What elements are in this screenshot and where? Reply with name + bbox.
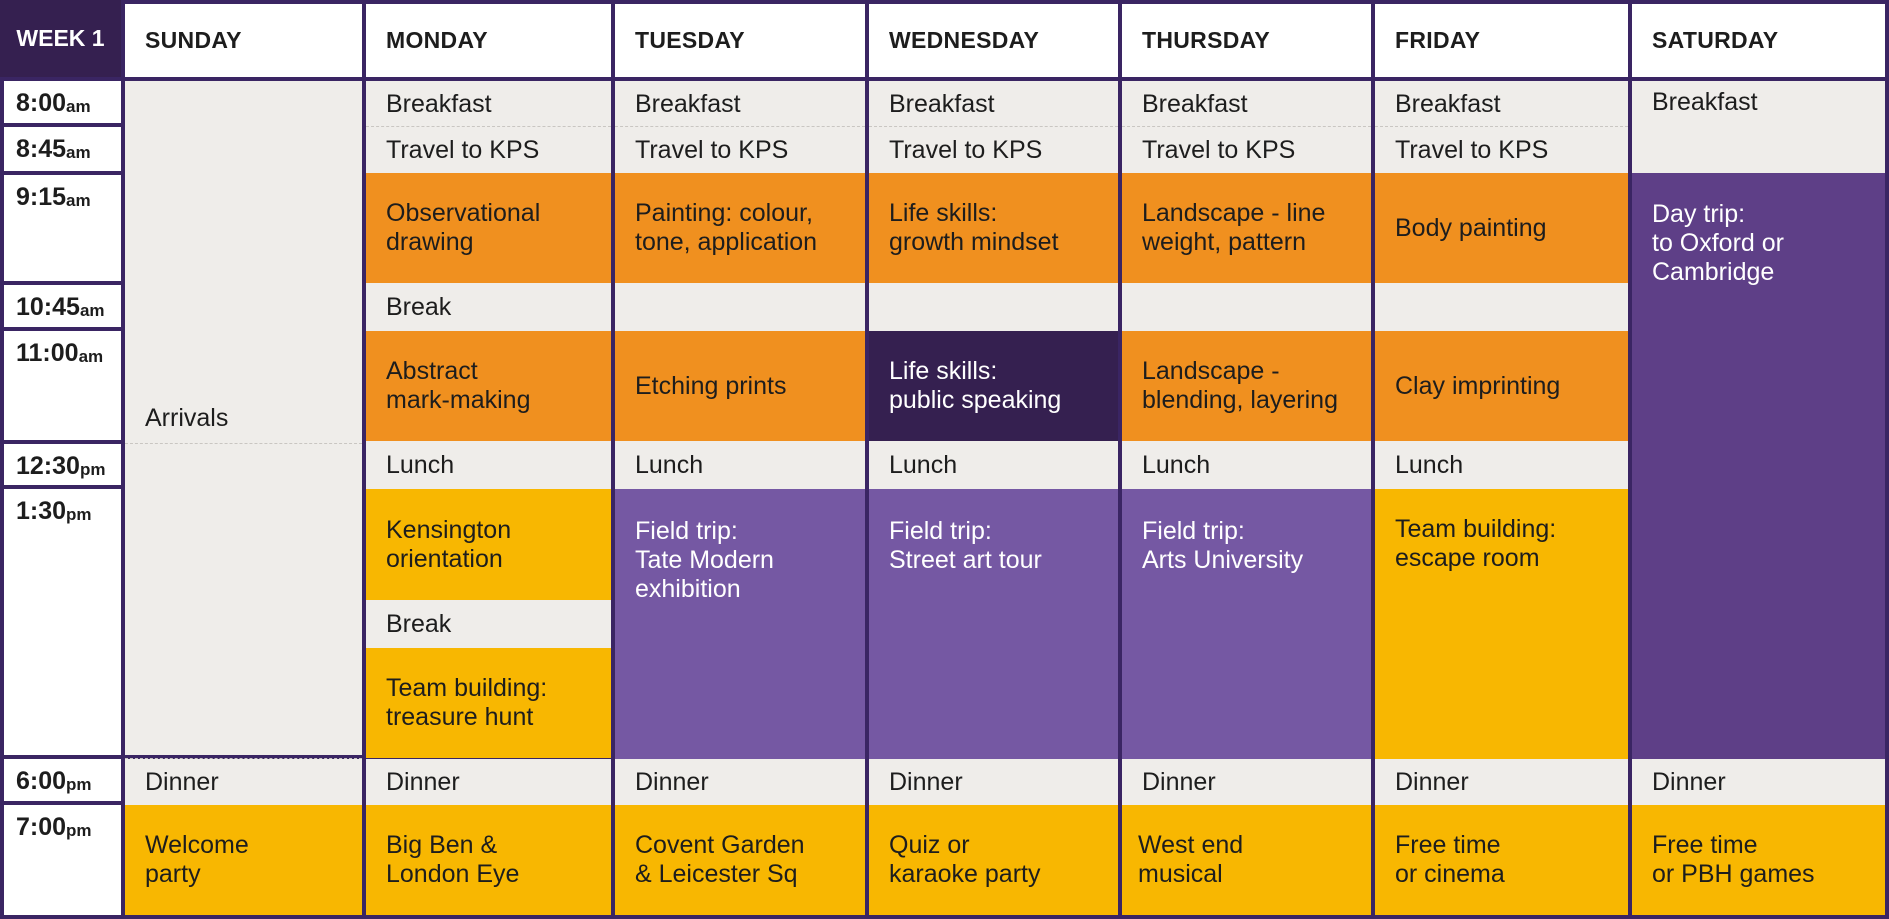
time-hour: 10:45 <box>16 293 80 321</box>
thursday-breakfast: Breakfast <box>1122 81 1371 127</box>
time-hour: 12:30 <box>16 452 80 480</box>
time-hour: 1:30 <box>16 497 67 525</box>
header-tuesday: TUESDAY <box>615 4 865 77</box>
time-slot: 12:30 pm <box>4 444 121 485</box>
tuesday-afternoon: Field trip: Tate Modern exhibition <box>615 489 865 759</box>
thursday-evening: West end musical <box>1122 805 1371 915</box>
wednesday-dinner: Dinner <box>869 759 1118 805</box>
monday-afternoon: Kensington orientation <box>366 489 611 600</box>
wednesday-breakfast: Breakfast <box>869 81 1118 127</box>
thursday-break <box>1122 283 1371 331</box>
wednesday-evening: Quiz or karaoke party <box>869 805 1118 915</box>
monday-morning: Observational drawing <box>366 173 611 283</box>
time-ampm: am <box>79 301 105 320</box>
wednesday-late-morning: Life skills: public speaking <box>869 331 1118 441</box>
header-thursday: THURSDAY <box>1122 4 1371 77</box>
header-monday: MONDAY <box>366 4 611 77</box>
thursday-morning: Landscape - line weight, pattern <box>1122 173 1371 283</box>
saturday-day-trip: Day trip: to Oxford or Cambridge <box>1632 173 1885 759</box>
time-ampm: pm <box>66 775 92 794</box>
time-ampm: am <box>78 347 104 366</box>
tuesday-dinner: Dinner <box>615 759 865 805</box>
header-friday: FRIDAY <box>1375 4 1628 77</box>
thursday-dinner: Dinner <box>1122 759 1371 805</box>
friday-travel: Travel to KPS <box>1375 127 1628 173</box>
time-ampm: pm <box>79 460 106 479</box>
time-slot: 10:45 am <box>4 285 121 327</box>
friday-break <box>1375 283 1628 331</box>
sunday-evening: Welcome party <box>125 805 362 915</box>
time-ampm: am <box>66 97 91 116</box>
saturday-breakfast: Breakfast <box>1632 81 1885 173</box>
friday-late-morning: Clay imprinting <box>1375 331 1628 441</box>
monday-break: Break <box>366 600 611 648</box>
time-hour: 8:45 <box>16 135 67 163</box>
tuesday-morning: Painting: colour, tone, application <box>615 173 865 283</box>
monday-lunch: Lunch <box>366 441 611 489</box>
wednesday-morning: Life skills: growth mindset <box>869 173 1118 283</box>
monday-breakfast: Breakfast <box>366 81 611 127</box>
thursday-late-morning: Landscape - blending, layering <box>1122 331 1371 441</box>
row-divider <box>125 443 362 444</box>
header-wednesday: WEDNESDAY <box>869 4 1118 77</box>
wednesday-afternoon: Field trip: Street art tour <box>869 489 1118 759</box>
saturday-dinner: Dinner <box>1632 759 1885 805</box>
friday-evening: Free time or cinema <box>1375 805 1628 915</box>
sunday-dinner: Dinner <box>125 759 362 805</box>
wednesday-break <box>869 283 1118 331</box>
time-ampm: pm <box>66 505 92 524</box>
time-slot: 11:00 am <box>4 331 121 440</box>
thursday-lunch: Lunch <box>1122 441 1371 489</box>
friday-lunch: Lunch <box>1375 441 1628 489</box>
thursday-travel: Travel to KPS <box>1122 127 1371 173</box>
time-slot: 1:30 pm <box>4 489 121 755</box>
time-slot: 9:15 am <box>4 175 121 281</box>
monday-evening: Big Ben & London Eye <box>366 805 611 915</box>
time-hour: 8:00 <box>16 89 67 117</box>
row-divider <box>615 126 865 127</box>
time-slot: 7:00 pm <box>4 805 121 915</box>
friday-morning: Body painting <box>1375 173 1628 283</box>
row-divider <box>869 126 1118 127</box>
thursday-afternoon: Field trip: Arts University <box>1122 489 1371 759</box>
tuesday-evening: Covent Garden & Leicester Sq <box>615 805 865 915</box>
friday-dinner: Dinner <box>1375 759 1628 805</box>
time-slot: 6:00 pm <box>4 759 121 801</box>
tuesday-late-morning: Etching prints <box>615 331 865 441</box>
wednesday-travel: Travel to KPS <box>869 127 1118 173</box>
time-hour: 6:00 <box>16 767 67 795</box>
time-ampm: am <box>66 191 91 210</box>
friday-afternoon: Team building: escape room <box>1375 489 1628 759</box>
row-divider <box>1375 126 1628 127</box>
monday-dinner: Dinner <box>366 759 611 805</box>
friday-breakfast: Breakfast <box>1375 81 1628 127</box>
time-slot: 8:45 am <box>4 127 121 171</box>
sunday-arrivals: Arrivals <box>125 81 362 755</box>
monday-break: Break <box>366 283 611 331</box>
row-divider <box>1122 126 1371 127</box>
monday-late-afternoon: Team building: treasure hunt <box>366 648 611 758</box>
time-slot: 8:00 am <box>4 81 121 123</box>
tuesday-break <box>615 283 865 331</box>
time-ampm: pm <box>66 821 92 840</box>
saturday-evening: Free time or PBH games <box>1632 805 1885 915</box>
header-saturday: SATURDAY <box>1632 4 1885 77</box>
time-hour: 9:15 <box>16 183 67 211</box>
header-sunday: SUNDAY <box>125 4 362 77</box>
time-hour: 11:00 <box>16 339 79 367</box>
tuesday-breakfast: Breakfast <box>615 81 865 127</box>
time-ampm: am <box>66 143 91 162</box>
row-divider <box>366 126 611 127</box>
monday-travel: Travel to KPS <box>366 127 611 173</box>
row-divider <box>125 758 362 759</box>
wednesday-lunch: Lunch <box>869 441 1118 489</box>
monday-late-morning: Abstract mark-making <box>366 331 611 441</box>
tuesday-travel: Travel to KPS <box>615 127 865 173</box>
tuesday-lunch: Lunch <box>615 441 865 489</box>
week-label: WEEK 1 <box>0 0 121 77</box>
time-hour: 7:00 <box>16 813 67 841</box>
